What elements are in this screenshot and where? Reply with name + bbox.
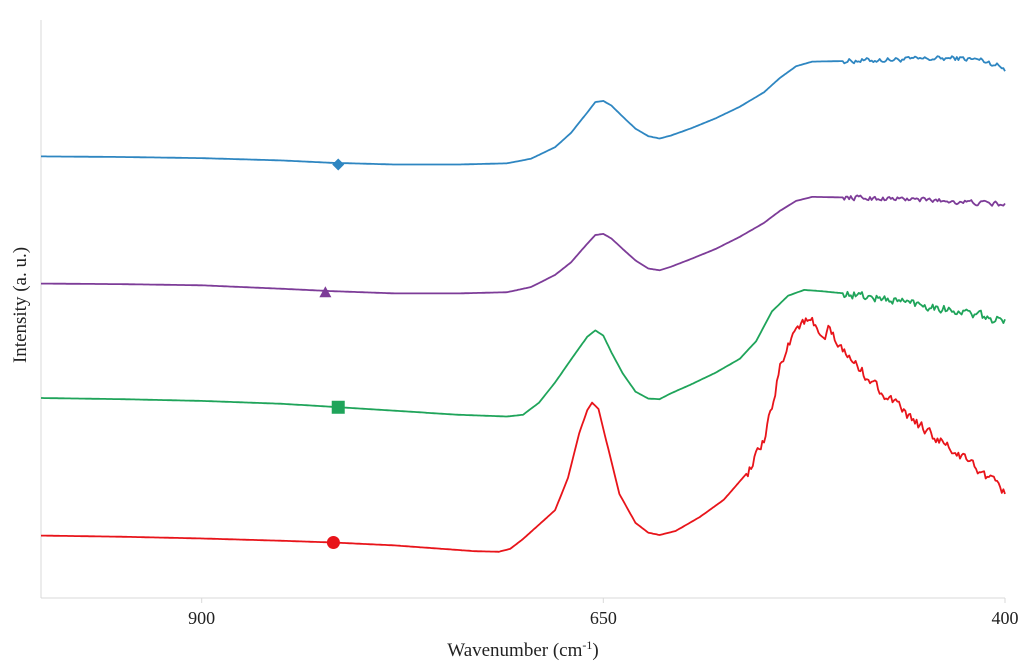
series-line-diamond: [41, 55, 1006, 166]
series-line-circle: [41, 316, 1006, 553]
series-line-triangle: [41, 194, 1006, 295]
axes: [40, 20, 1005, 599]
series-marker-circle: [326, 536, 340, 550]
x-tick-label: 400: [992, 608, 1019, 628]
series-marker-triangle: [319, 286, 332, 298]
tick-layer: 900 650 400: [188, 598, 1019, 628]
series-line-square: [41, 289, 1006, 418]
marker-layer: [319, 158, 345, 550]
series-marker-diamond: [332, 158, 345, 171]
x-tick-label: 650: [590, 608, 617, 628]
y-axis-title: Intensity (a. u.): [10, 247, 31, 363]
x-axis-title: Wavenumber (cm-1): [447, 638, 598, 661]
x-tick-label: 900: [188, 608, 215, 628]
series-marker-square: [331, 400, 345, 414]
series-layer: [41, 55, 1006, 553]
